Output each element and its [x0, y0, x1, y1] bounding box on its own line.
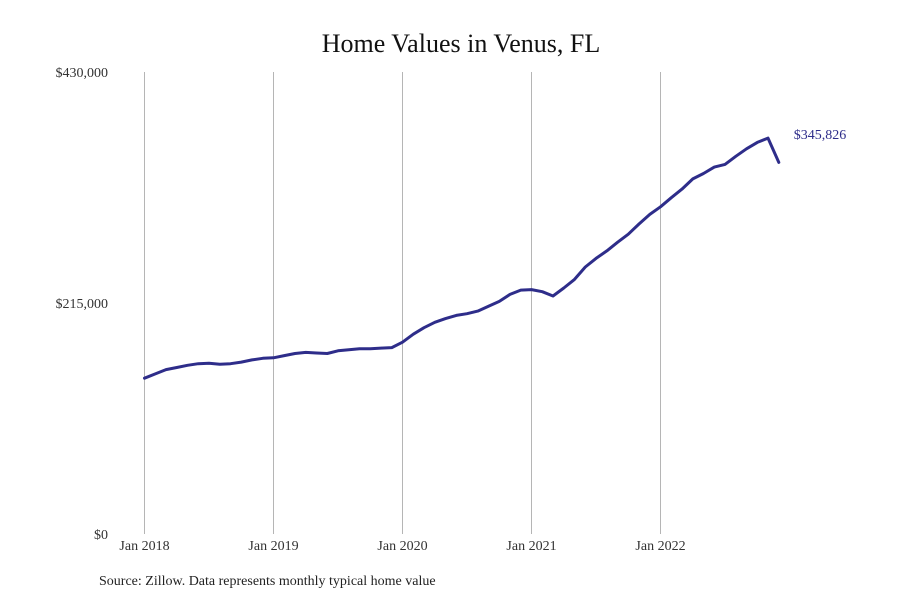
grid-lines — [144, 72, 661, 534]
series-line-0 — [143, 136, 781, 380]
y-tick-label: $215,000 — [56, 297, 109, 312]
y-axis-ticks: $0 $215,000 $430,000 — [56, 66, 109, 543]
series-lines — [143, 136, 781, 380]
end-value-label: $345,826 — [794, 128, 847, 143]
x-tick-label: Jan 2018 — [119, 539, 169, 554]
x-tick-label: Jan 2020 — [377, 539, 427, 554]
y-tick-label: $430,000 — [56, 66, 109, 81]
x-axis-ticks: Jan 2018 Jan 2019 Jan 2020 Jan 2021 Jan 2022 — [119, 539, 685, 554]
x-tick-label: Jan 2022 — [635, 539, 685, 554]
source-note: Source: Zillow. Data represents monthly … — [99, 574, 436, 589]
x-tick-label: Jan 2019 — [248, 539, 298, 554]
chart-title: Home Values in Venus, FL — [322, 29, 601, 58]
x-tick-label: Jan 2021 — [506, 539, 556, 554]
y-tick-label: $0 — [94, 528, 108, 543]
